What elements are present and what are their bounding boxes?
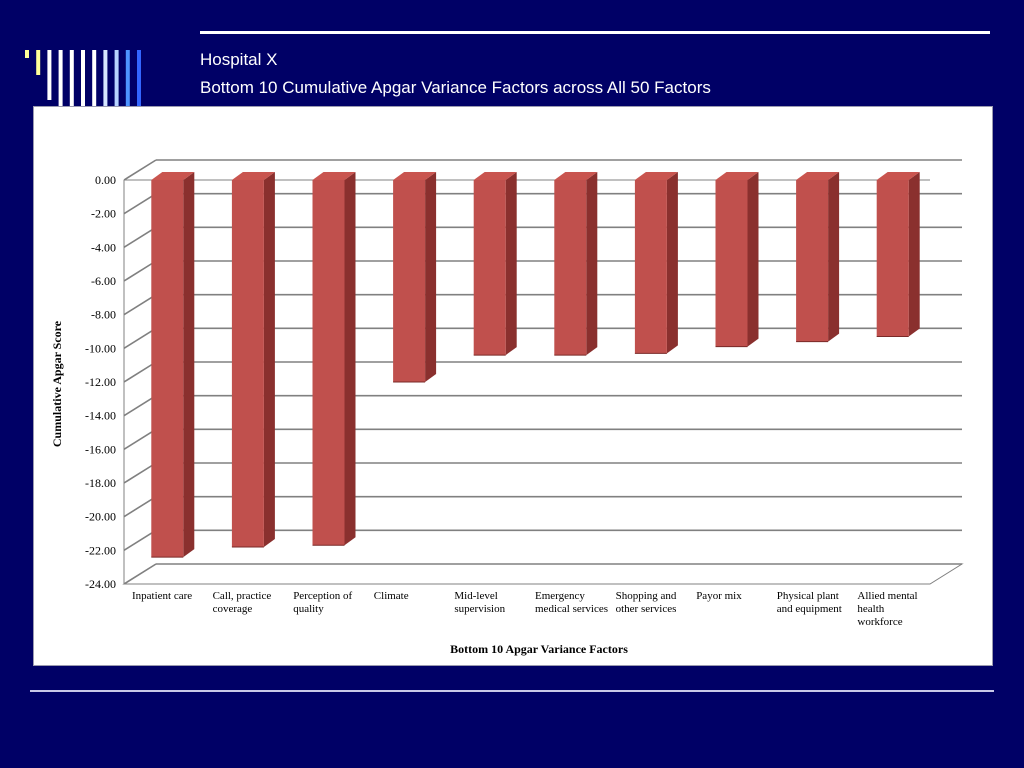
x-tick-label: Climate [374, 590, 409, 602]
decoration-bar [125, 50, 130, 106]
bar [151, 172, 195, 558]
gridline-depth [123, 293, 157, 316]
gridline-depth [123, 327, 157, 350]
y-tick-label: 0.00 [95, 173, 116, 187]
gridline-depth [123, 361, 157, 383]
chart-floor [122, 563, 964, 585]
bar-top [554, 172, 598, 180]
slide-title: Hospital X [200, 50, 278, 69]
bar [634, 172, 678, 354]
x-axis-title: Bottom 10 Apgar Variance Factors [450, 642, 628, 656]
bar-side [183, 172, 195, 558]
bar-top [715, 172, 759, 180]
y-tick-label: -6.00 [91, 274, 116, 288]
bar-top [312, 172, 356, 180]
bar-top [634, 172, 678, 180]
x-tick-label: Emergency medical services [535, 590, 608, 615]
decoration-bar [103, 50, 108, 106]
bar [554, 172, 598, 356]
y-tick-label: -10.00 [85, 341, 116, 355]
gridline-depth [123, 495, 157, 518]
bar-chart: 0.00 -2.00 -4.00 -6.00 -8.00 -10.00 -12.00 -14.… [50, 159, 964, 656]
bar-side [747, 172, 759, 347]
bar-front [393, 180, 426, 382]
y-tick-label: -8.00 [91, 308, 116, 322]
x-tick-label: Mid-level supervision [454, 590, 505, 615]
gridline-depth [123, 260, 157, 282]
top-rule [200, 31, 990, 34]
decoration-bar [58, 50, 63, 106]
bar-side [505, 172, 517, 356]
decoration-bar [69, 50, 74, 106]
x-tick-label: Call, practice coverage [213, 590, 272, 615]
gridline-depth [123, 192, 157, 215]
x-tick-label: Inpatient care [132, 590, 192, 602]
bar-side [586, 172, 598, 356]
y-axis-title: Cumulative Apgar Score [50, 320, 64, 447]
bar-side [828, 172, 840, 342]
bar-side [344, 172, 356, 546]
y-tick-label: -14.00 [85, 409, 116, 423]
gridline-depth [123, 529, 157, 552]
bar [393, 172, 437, 383]
bar-front [312, 180, 345, 546]
bottom-rule [30, 690, 994, 692]
gridline-depth [123, 159, 157, 181]
x-tick-label: Payor mix [696, 590, 742, 602]
y-tick-label: -20.00 [85, 510, 116, 524]
y-tick-label: -4.00 [91, 240, 116, 254]
chart-panel: 0.00 -2.00 -4.00 -6.00 -8.00 -10.00 -12.00 -14.… [33, 106, 993, 666]
bar [876, 172, 920, 338]
decoration-bar [36, 50, 41, 75]
decoration-bar [47, 50, 52, 100]
x-tick-label: Allied mental health workforce [857, 590, 917, 628]
decoration-bar [92, 50, 97, 106]
bar-front [231, 180, 264, 547]
x-tick-label: Perception of quality [293, 590, 352, 615]
y-tick-label: -16.00 [85, 442, 116, 456]
bar-top [231, 172, 275, 180]
bar-front [634, 180, 667, 354]
bar-top [796, 172, 840, 180]
bar-side [425, 172, 437, 382]
y-tick-label: -18.00 [85, 476, 116, 490]
decoration-bar [137, 50, 141, 106]
bar [312, 172, 356, 546]
bar-side [666, 172, 678, 354]
bar-side [263, 172, 275, 547]
bar [231, 172, 275, 548]
bar-top [473, 172, 517, 180]
y-tick-label: -22.00 [85, 543, 116, 557]
bar [715, 172, 759, 348]
gridline-depth [123, 428, 157, 451]
x-tick-label: Shopping and other services [616, 590, 677, 615]
bar-side [908, 172, 920, 337]
decorative-bars [25, 50, 141, 106]
gridline-depth [123, 462, 157, 484]
bar-front [554, 180, 587, 356]
y-tick-label: -24.00 [85, 577, 116, 591]
bar-front [796, 180, 829, 342]
bar [796, 172, 840, 343]
y-tick-label: -2.00 [91, 207, 116, 221]
decoration-bar [81, 50, 85, 106]
bar-top [393, 172, 437, 180]
gridline-depth [123, 226, 157, 249]
slide-subtitle: Bottom 10 Cumulative Apgar Variance Fact… [200, 78, 711, 97]
bar-front [473, 180, 506, 356]
y-tick-label: -12.00 [85, 375, 116, 389]
gridline-depth [123, 394, 157, 417]
x-tick-label: Physical plant and equipment [777, 590, 842, 615]
bar-top [151, 172, 195, 180]
bar-front [715, 180, 748, 347]
bar-top [876, 172, 920, 180]
bar-front [876, 180, 909, 337]
bar [473, 172, 517, 356]
bar-front [151, 180, 184, 558]
decoration-bar [25, 50, 29, 58]
decoration-bar [114, 50, 119, 106]
